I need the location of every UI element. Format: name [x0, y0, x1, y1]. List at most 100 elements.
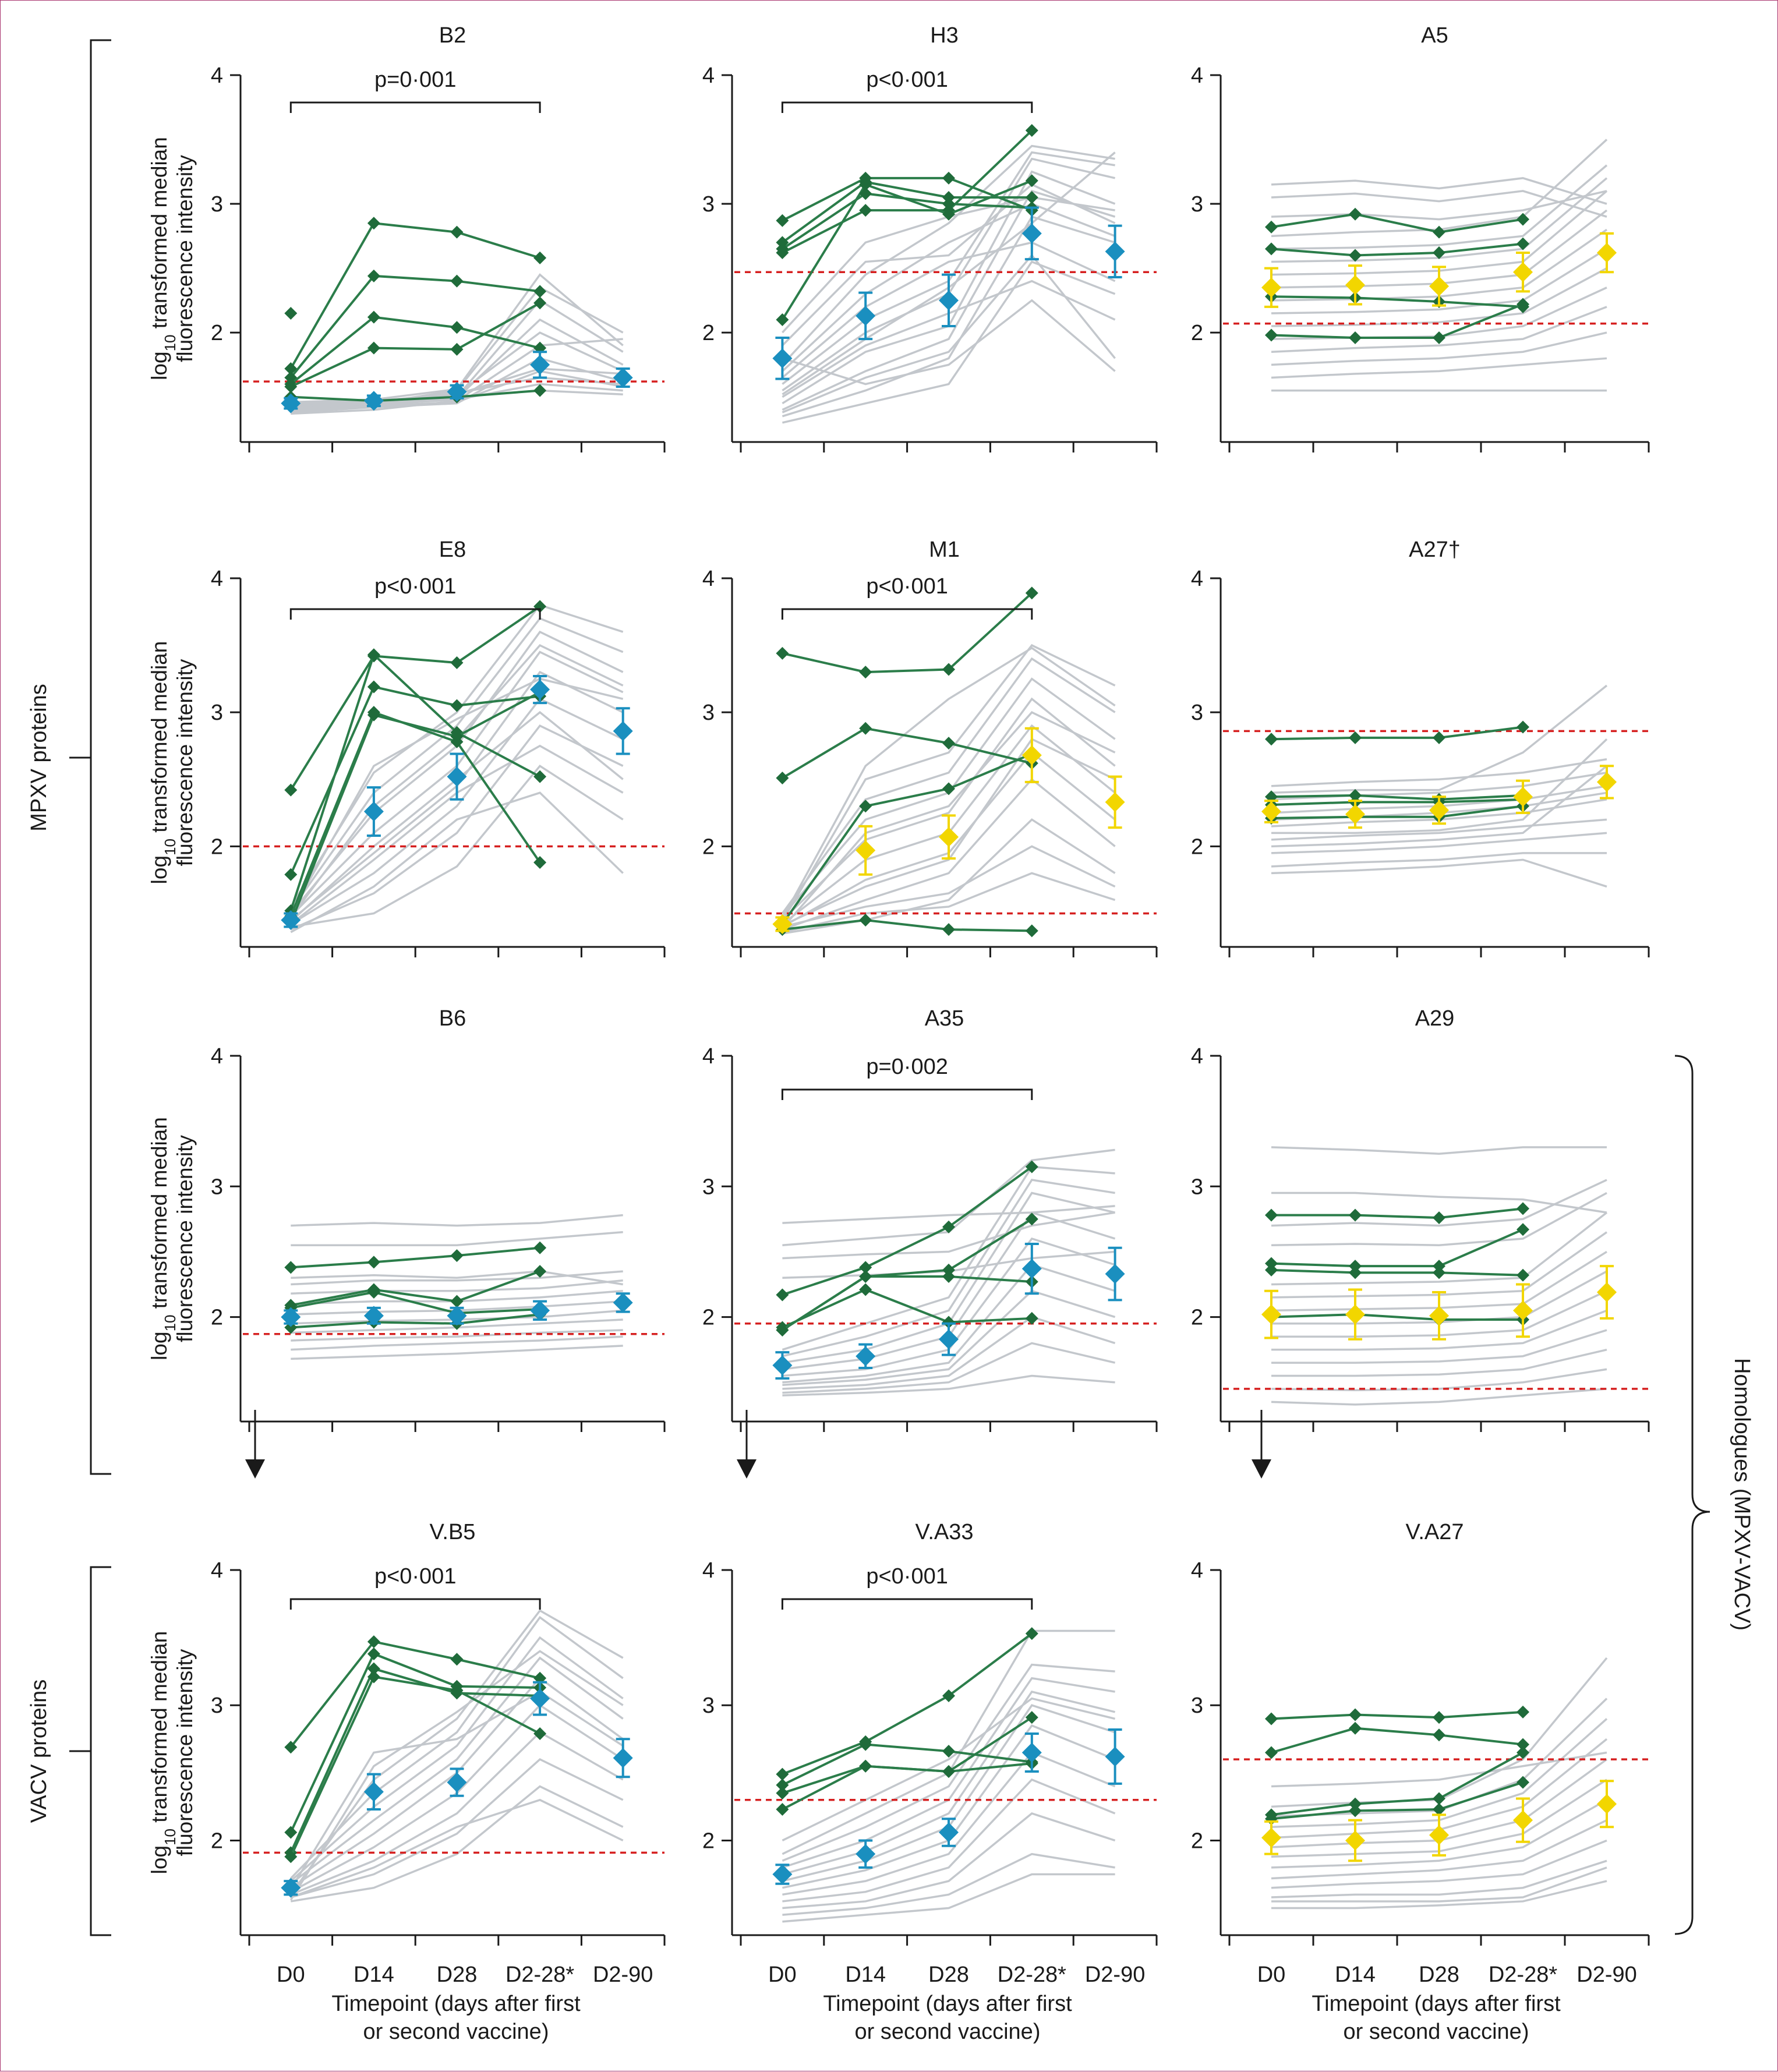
highlighted-point [1265, 1746, 1278, 1759]
individual-series-line [1271, 177, 1607, 205]
highlighted-series-line [1271, 1781, 1524, 1820]
highlighted-point [1433, 731, 1445, 744]
highlighted-point [1349, 207, 1362, 221]
y-axis-title-rest: transformed median [147, 1631, 171, 1829]
mean-point [1345, 1304, 1365, 1325]
mean-point [1261, 1304, 1281, 1325]
individual-series-line [291, 1335, 623, 1351]
individual-series-line [291, 1279, 623, 1295]
y-tick-label: 3 [211, 1693, 223, 1718]
highlighted-point [284, 362, 298, 375]
individual-series-line [782, 818, 1116, 935]
mean-point [281, 393, 301, 413]
x-axis-title-col2-line1: Timepoint (days after first [823, 1992, 1072, 2016]
significance-bracket [781, 1088, 1033, 1100]
y-tick-label: 4 [1191, 567, 1203, 591]
highlighted-point [1517, 237, 1529, 250]
individual-series-line [1271, 1179, 1607, 1227]
x-tick-label: D0 [277, 1963, 305, 1987]
highlighted-point [533, 384, 547, 397]
highlighted-series-line [1271, 1727, 1524, 1754]
individual-series-line [782, 1697, 1116, 1842]
x-axis-title-col3-line2: or second vaccine) [1344, 2020, 1529, 2044]
mean-point [613, 1748, 633, 1768]
highlighted-point [533, 251, 547, 264]
panel-a29: A29 2 3 4 [1191, 1006, 1650, 1432]
highlighted-series-line [782, 1166, 1033, 1296]
highlighted-series-line [289, 691, 541, 924]
highlighted-series-line [782, 1743, 1033, 1787]
y-tick-label: 2 [211, 1829, 223, 1853]
p-value-label: p<0·001 [374, 1564, 457, 1589]
y-tick-label: 4 [1191, 1044, 1203, 1069]
highlighted-point [1025, 1627, 1038, 1640]
y-tick-label: 3 [211, 192, 223, 217]
highlighted-series-line [290, 1290, 540, 1314]
highlighted-point [1433, 225, 1445, 239]
x-tick-label: D2-90 [1576, 1963, 1637, 1987]
highlighted-series-line [1271, 794, 1524, 801]
y-axis-title-subscript: 10 [161, 839, 179, 855]
mean-point [530, 1688, 550, 1709]
mean-point [1105, 241, 1125, 261]
x-tick-label: D14 [845, 1963, 886, 1987]
individual-series-line [1271, 357, 1607, 379]
individual-series-line [782, 1316, 1116, 1390]
y-tick-label: 4 [702, 63, 715, 88]
y-axis-title-log: log [147, 351, 171, 380]
highlighted-point [367, 310, 380, 324]
highlighted-point [533, 285, 547, 298]
individual-series-line [1271, 1859, 1607, 1898]
vacv-group-bracket [90, 1566, 111, 1936]
mean-point [447, 766, 467, 787]
highlighted-point [1349, 1721, 1362, 1735]
individual-series-line [290, 1615, 624, 1879]
highlighted-series-line [290, 302, 541, 388]
highlighted-point [776, 646, 789, 660]
x-axis-title-col3-line1: Timepoint (days after first [1312, 1992, 1561, 2016]
mean-point [1513, 787, 1533, 807]
mean-point [613, 721, 633, 741]
y-axis-title-subscript: 10 [161, 1829, 179, 1845]
highlighted-point [1433, 331, 1445, 344]
individual-series-line [782, 697, 1116, 921]
highlighted-series-line [291, 1313, 540, 1329]
individual-series-line [1271, 1146, 1607, 1155]
highlighted-point [942, 663, 955, 676]
mean-point [530, 355, 550, 375]
y-tick-label: 4 [211, 567, 223, 591]
highlighted-series-line [289, 1667, 540, 1854]
mean-point [1021, 1258, 1042, 1279]
mean-point [1513, 262, 1533, 282]
highlighted-point [450, 1295, 464, 1308]
y-tick-label: 2 [211, 321, 223, 345]
mean-point [1597, 772, 1617, 792]
x-axis-title-col1-line2: or second vaccine) [363, 2020, 549, 2044]
significance-bracket [781, 1598, 1033, 1610]
individual-series-line [289, 1609, 624, 1896]
individual-series-line [290, 1798, 624, 1898]
y-tick-label: 4 [1191, 63, 1203, 88]
individual-series-line [1271, 306, 1607, 353]
individual-series-line [1271, 267, 1607, 327]
y-tick-label: 2 [702, 835, 715, 859]
mean-point [772, 1355, 793, 1376]
panel-v-a27: V.A27 2 3 4 D0 D14 D28 D2-28* D2-90 [1191, 1520, 1650, 1987]
highlighted-point [367, 1635, 380, 1649]
individual-series-line [782, 711, 1116, 929]
individual-series-line [782, 677, 1116, 917]
highlighted-point [859, 800, 872, 813]
individual-series-line [1271, 818, 1607, 841]
highlighted-point [450, 1653, 464, 1666]
highlighted-point [367, 1662, 380, 1675]
x-tick-label: D2-28* [1489, 1963, 1557, 1987]
highlighted-series-line [291, 389, 540, 402]
highlighted-point [776, 214, 789, 227]
highlighted-point [367, 680, 380, 694]
highlighted-point [942, 1689, 955, 1702]
individual-series-line [1271, 331, 1607, 366]
mean-point [939, 827, 959, 847]
x-axis-title-col2-line2: or second vaccine) [855, 2020, 1041, 2044]
highlighted-point [367, 1285, 380, 1299]
